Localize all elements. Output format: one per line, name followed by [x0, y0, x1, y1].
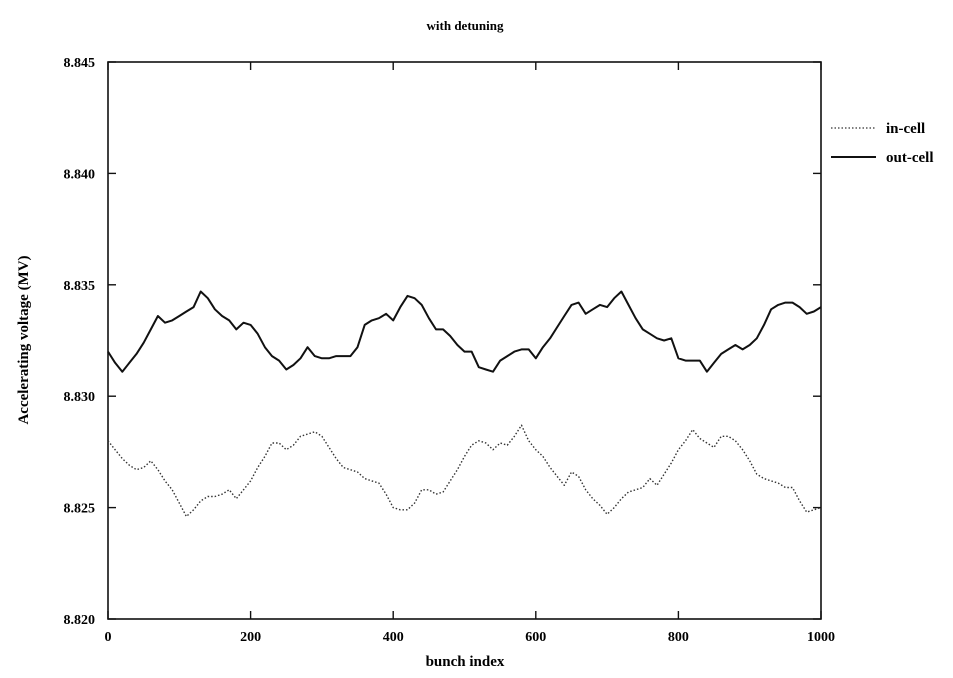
- y-tick-label: 8.840: [64, 167, 96, 182]
- y-tick-label: 8.830: [64, 390, 96, 405]
- x-axis: 0 200 400 600 800 1000: [105, 62, 835, 645]
- series-line-out-cell: [107, 290, 822, 373]
- y-tick-label: 8.825: [64, 502, 96, 517]
- y-tick-label: 8.835: [64, 279, 96, 294]
- series-lines: [107, 290, 822, 518]
- legend: in-cell out-cell: [831, 121, 933, 166]
- y-tick-label: 8.820: [64, 613, 96, 628]
- legend-label-out-cell: out-cell: [886, 150, 933, 166]
- legend-label-in-cell: in-cell: [886, 121, 925, 137]
- y-tick-label: 8.845: [64, 56, 96, 71]
- series-line-in-cell: [107, 424, 822, 518]
- plot-area-frame: [107, 61, 822, 620]
- x-tick-label: 800: [668, 630, 689, 645]
- x-tick-label: 400: [383, 630, 404, 645]
- x-tick-label: 0: [105, 630, 112, 645]
- x-tick-label: 600: [525, 630, 546, 645]
- x-tick-label: 200: [240, 630, 261, 645]
- x-tick-label: 1000: [807, 630, 835, 645]
- y-axis: 8.820 8.825 8.830 8.835 8.840 8.845: [64, 56, 821, 628]
- chart-title: with detuning: [427, 18, 504, 33]
- x-axis-label: bunch index: [426, 654, 505, 670]
- y-axis-label: Accelerating voltage (MV): [16, 255, 32, 424]
